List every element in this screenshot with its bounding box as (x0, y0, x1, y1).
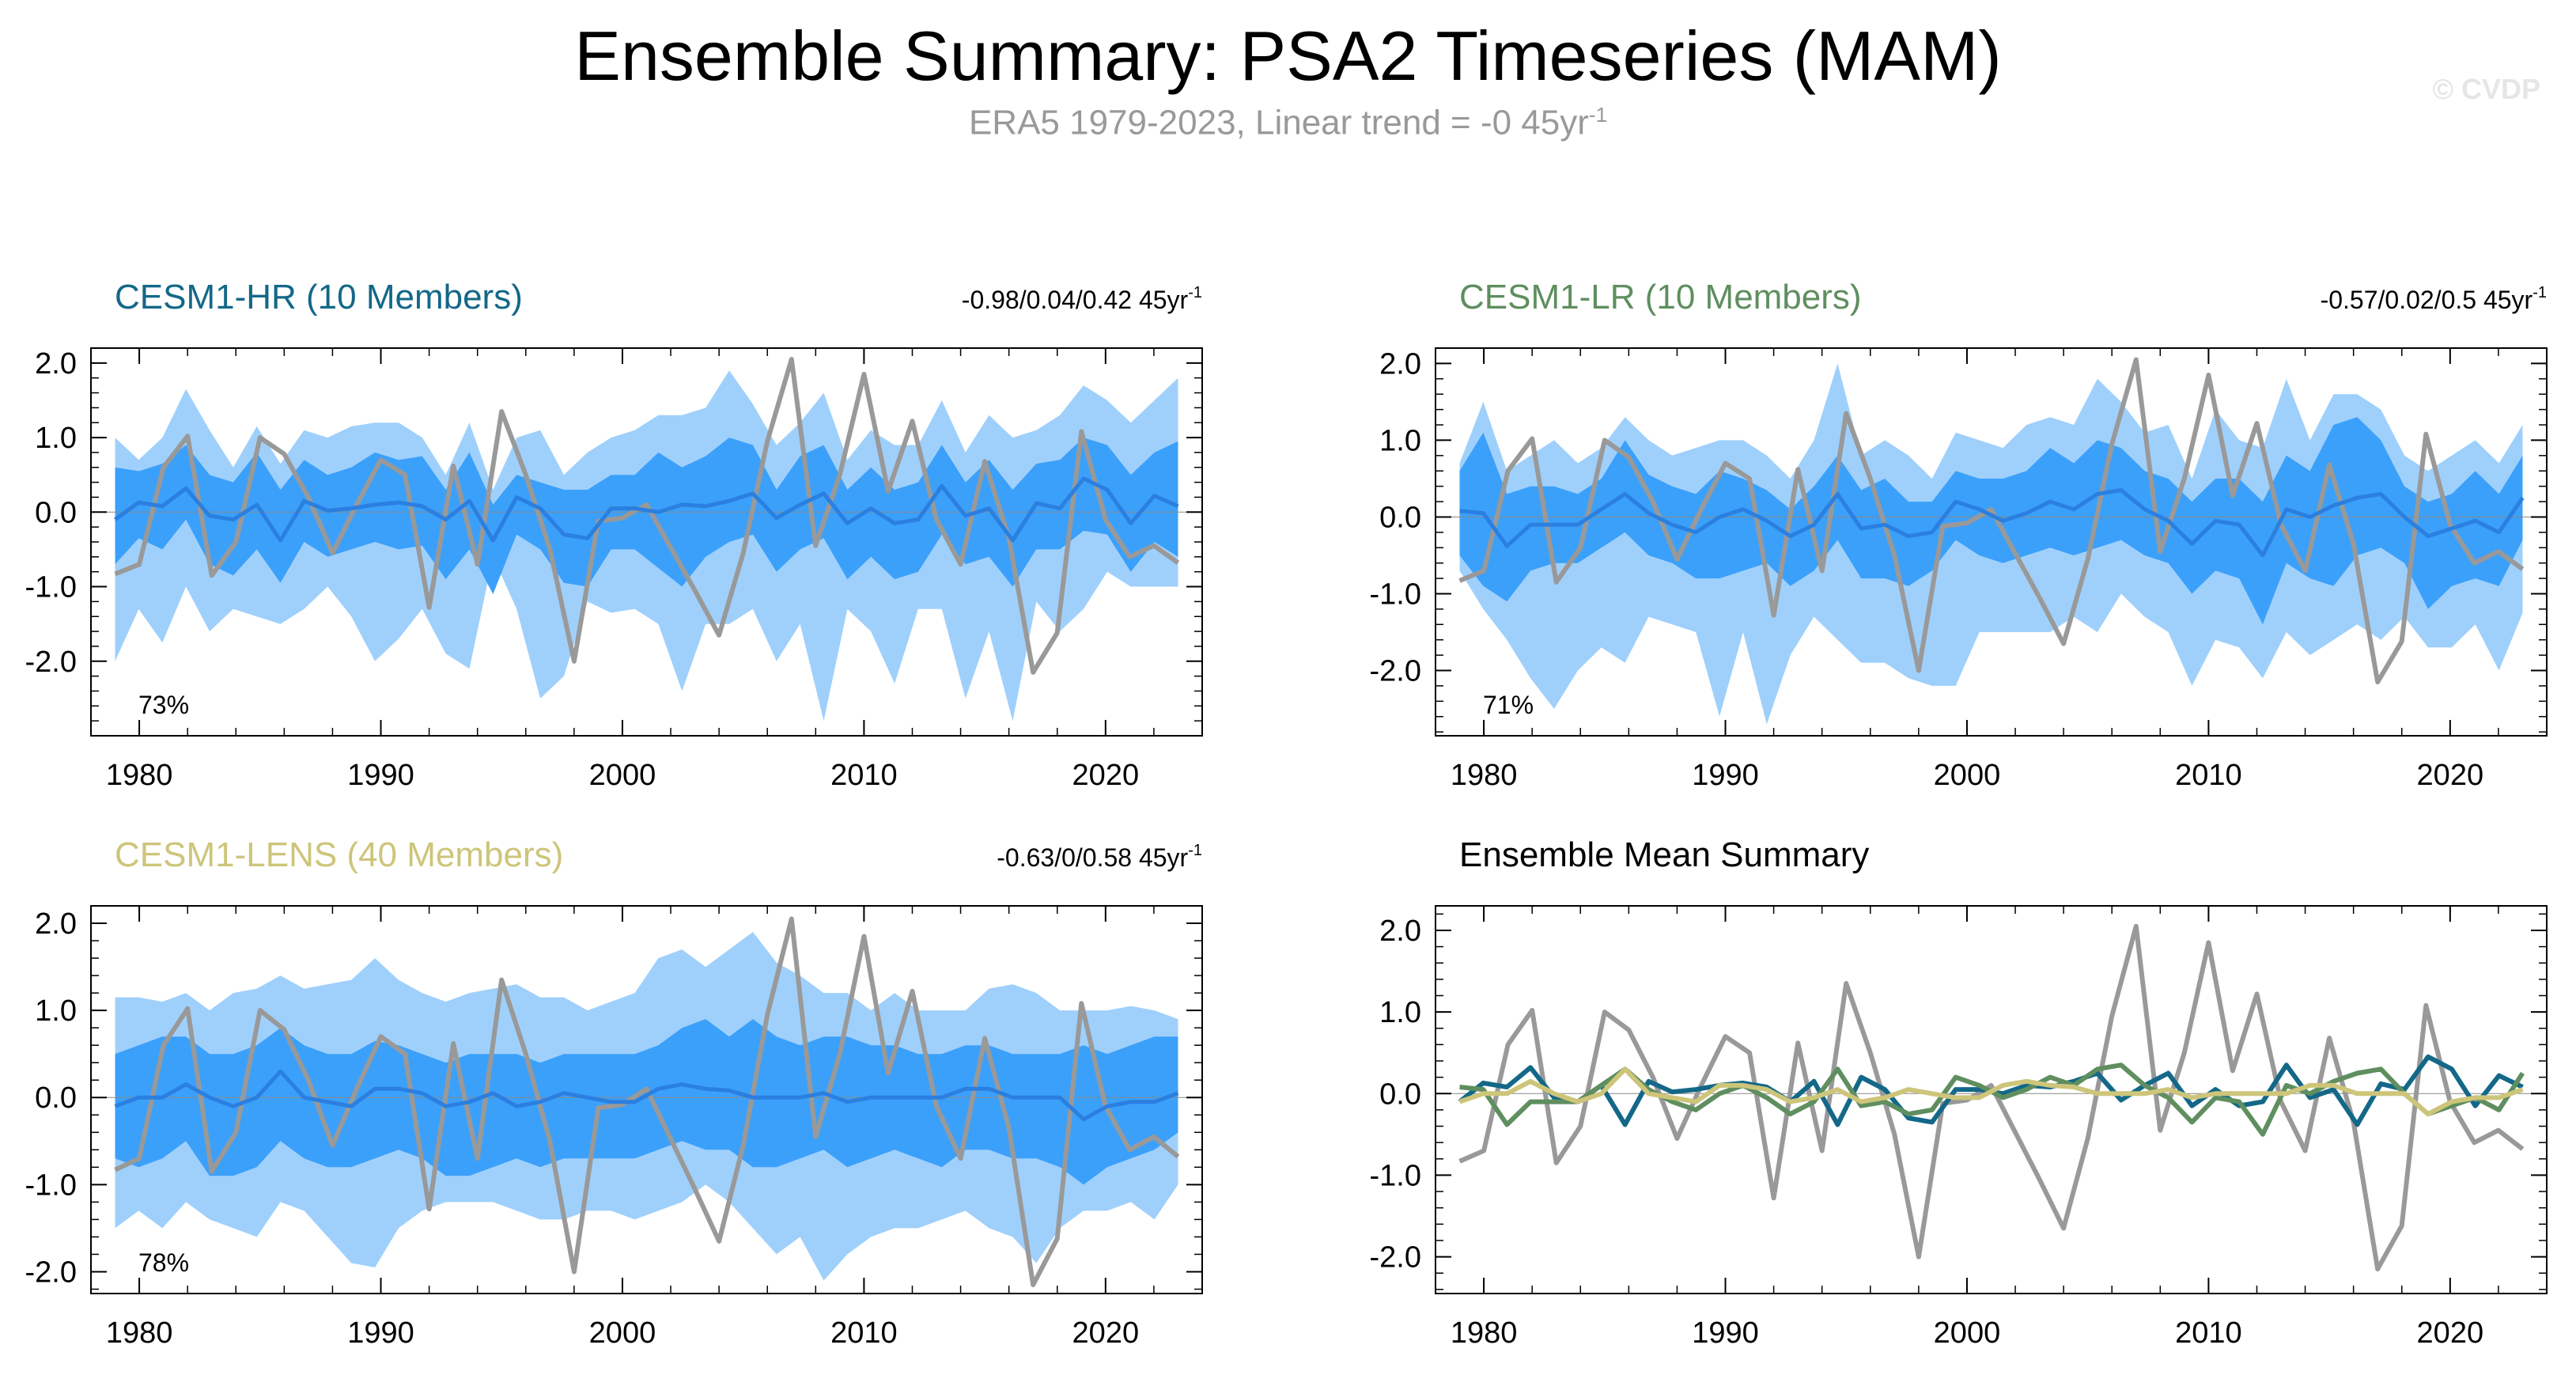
y-tick-label: 1.0 (1379, 996, 1421, 1029)
panel-title-ensemble-mean-summary: Ensemble Mean Summary (1459, 835, 1869, 874)
percent-label: 71% (1483, 691, 1534, 719)
y-tick-label: -2.0 (25, 1256, 77, 1289)
x-tick-label: 2020 (1072, 759, 1140, 792)
trend-superscript: -1 (1188, 842, 1202, 859)
page-title: Ensemble Summary: PSA2 Timeseries (MAM) (574, 17, 2002, 95)
trend-label: -0.98/0.04/0.42 45yr-1 (962, 284, 1202, 314)
x-tick-label: 2010 (830, 759, 898, 792)
y-tick-label: 2.0 (1379, 915, 1421, 948)
x-tick-label: 2020 (2417, 759, 2484, 792)
y-tick-label: 0.0 (1379, 1078, 1421, 1111)
x-tick-label: 1980 (106, 759, 173, 792)
percent-label: 73% (138, 691, 189, 719)
y-tick-label: 0.0 (35, 1081, 77, 1115)
y-tick-label: -2.0 (1370, 655, 1421, 688)
y-tick-label: -1.0 (25, 571, 77, 604)
observed-series-line (1458, 357, 2525, 685)
y-tick-label: -1.0 (25, 1169, 77, 1202)
y-tick-label: 1.0 (35, 422, 77, 455)
x-tick-label: 2000 (1934, 759, 2001, 792)
y-tick-label: 2.0 (35, 347, 77, 381)
percent-label: 78% (138, 1248, 189, 1277)
observed-series-line (114, 357, 1180, 675)
plot-frame (1435, 905, 2548, 1294)
subtitle-superscript: -1 (1588, 103, 1608, 127)
y-tick-label: 0.0 (35, 496, 77, 529)
plot-frame (1435, 347, 2548, 737)
plot-area (91, 357, 1202, 722)
x-tick-label: 2010 (2175, 759, 2242, 792)
observed-series-line (1458, 923, 2525, 1272)
chart-panel-ensemble-mean-summary: 2.0 1.0 0.0 -1.0 -2.0 1980 1990 2000 2010 2020 Ens… (1370, 835, 2548, 1350)
subtitle-text: ERA5 1979-2023, Linear trend = -0 45yr (968, 103, 1589, 142)
inner-spread-band (1459, 417, 2523, 625)
y-tick-label: -1.0 (1370, 578, 1421, 611)
x-tick-label: 1980 (106, 1316, 173, 1350)
y-tick-label: 2.0 (1379, 347, 1421, 381)
series-line-cesm1_lens (1458, 1066, 2524, 1117)
x-tick-label: 1990 (347, 1316, 414, 1350)
inner-spread-band (115, 1019, 1178, 1185)
panel-title-cesm1-hr: CESM1-HR (10 Members) (115, 278, 523, 316)
panel-title-cesm1-lens: CESM1-LENS (40 Members) (115, 835, 563, 874)
ensemble-mean-line (114, 476, 1179, 543)
y-tick-label: 1.0 (1379, 424, 1421, 457)
x-tick-label: 2000 (1934, 1316, 2001, 1350)
ensemble-mean-line (114, 1069, 1179, 1122)
x-tick-label: 2020 (1072, 1316, 1140, 1350)
copyright-watermark: © CVDP (2432, 73, 2540, 105)
observed-series-line (114, 916, 1180, 1287)
x-tick-label: 2000 (589, 1316, 656, 1350)
x-tick-label: 1990 (1692, 1316, 1759, 1350)
trend-label: -0.63/0/0.58 45yr-1 (997, 842, 1202, 872)
y-tick-label: 0.0 (1379, 501, 1421, 534)
y-tick-label: 2.0 (35, 907, 77, 941)
trend-superscript: -1 (2532, 284, 2547, 301)
y-tick-label: -2.0 (25, 646, 77, 679)
x-tick-label: 2010 (2175, 1316, 2242, 1350)
x-tick-label: 1980 (1451, 759, 1518, 792)
plot-area (1436, 357, 2547, 725)
x-tick-label: 2010 (830, 1316, 898, 1350)
plot-area (1436, 923, 2547, 1272)
x-tick-label: 2020 (2417, 1316, 2484, 1350)
chart-panel-cesm1-lens: 2.0 1.0 0.0 -1.0 -2.0 1980 1990 2000 2010 2020 CES… (25, 835, 1203, 1350)
x-tick-label: 1990 (347, 759, 414, 792)
y-tick-label: -2.0 (1370, 1241, 1421, 1275)
trend-label: -0.57/0.02/0.5 45yr-1 (2321, 284, 2547, 314)
chart-panel-cesm1-lr: 2.0 1.0 0.0 -1.0 -2.0 1980 1990 2000 2010 2020 CES… (1370, 278, 2548, 792)
trend-superscript: -1 (1188, 284, 1202, 301)
page-subtitle: ERA5 1979-2023, Linear trend = -0 45yr-1 (0, 103, 2576, 143)
x-tick-label: 2000 (589, 759, 656, 792)
chart-panel-cesm1-hr: 2.0 1.0 0.0 -1.0 -2.0 1980 1990 2000 2010 2020 CES… (25, 278, 1203, 792)
y-tick-label: -1.0 (1370, 1159, 1421, 1192)
y-tick-label: 1.0 (35, 994, 77, 1028)
ensemble-mean-line (1459, 488, 2525, 558)
x-tick-label: 1990 (1692, 759, 1759, 792)
x-tick-label: 1980 (1451, 1316, 1518, 1350)
plot-frame (90, 905, 1203, 1294)
plot-area (91, 916, 1202, 1287)
panel-title-cesm1-lr: CESM1-LR (10 Members) (1459, 278, 1862, 316)
inner-spread-band (115, 438, 1178, 594)
